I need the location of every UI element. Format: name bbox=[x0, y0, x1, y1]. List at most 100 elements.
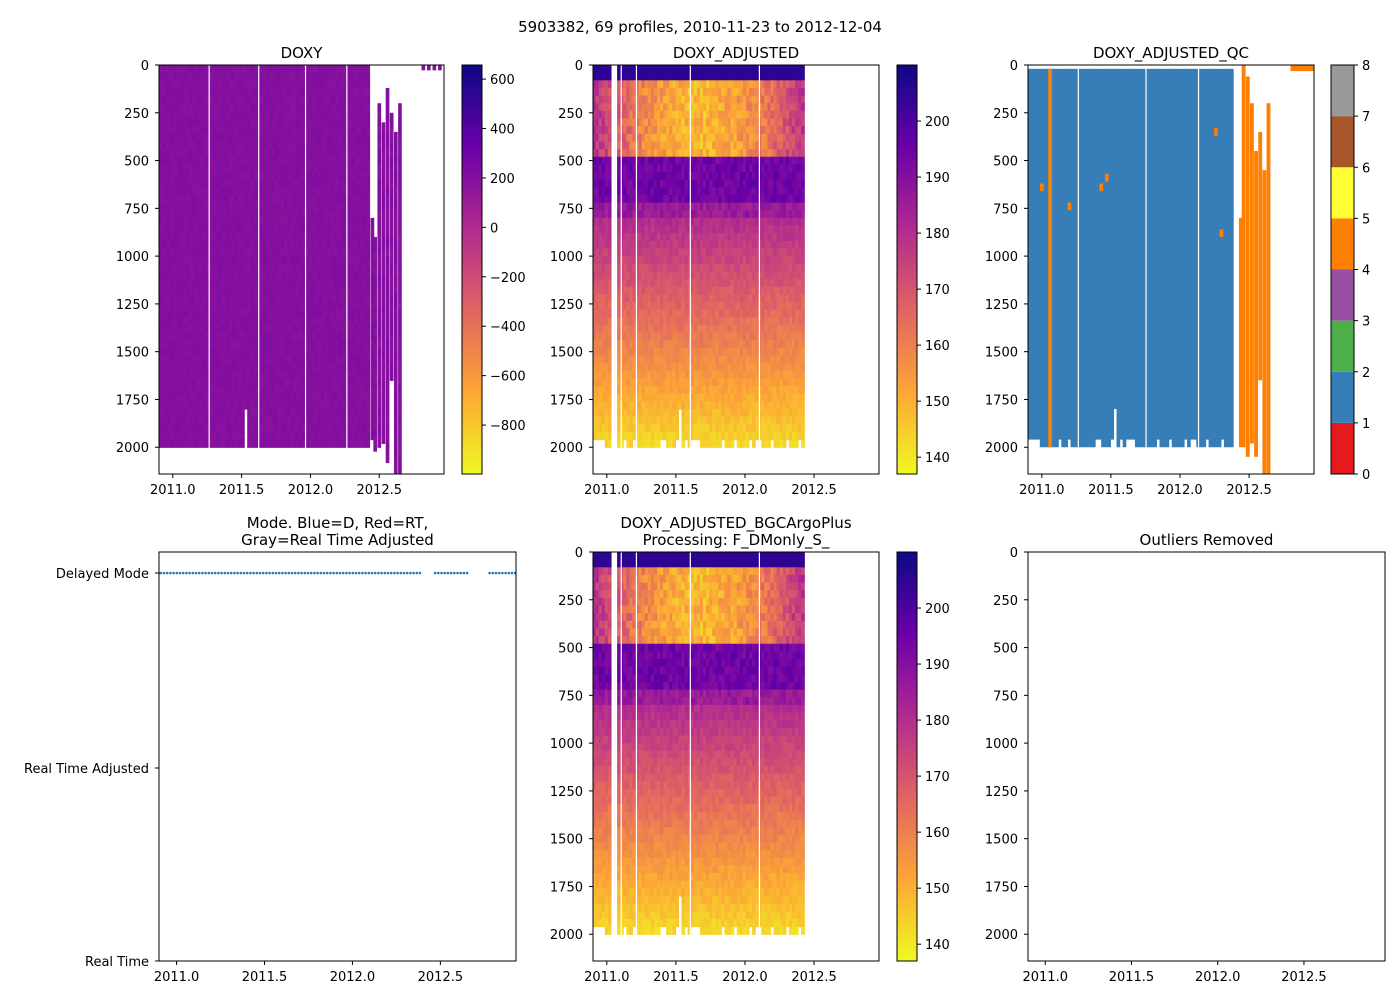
heatmap-cell bbox=[341, 95, 346, 104]
heatmap-cell bbox=[348, 141, 352, 150]
heatmap-cell bbox=[286, 65, 291, 74]
heatmap-cell bbox=[219, 309, 224, 318]
heatmap-cell bbox=[290, 72, 294, 81]
heatmap-cell bbox=[305, 233, 309, 242]
heatmap-cell bbox=[286, 172, 291, 181]
heatmap-cell bbox=[238, 286, 242, 295]
heatmap-cell bbox=[167, 301, 172, 311]
heatmap-cell bbox=[629, 332, 634, 341]
heatmap-cell bbox=[641, 286, 646, 295]
heatmap-cell bbox=[250, 172, 254, 181]
heatmap-cell bbox=[326, 95, 331, 104]
heatmap-cell bbox=[286, 126, 291, 135]
heatmap-cell bbox=[329, 65, 334, 74]
heatmap-cell bbox=[192, 439, 196, 448]
heatmap-cell bbox=[201, 210, 206, 219]
heatmap-cell bbox=[653, 286, 658, 295]
heatmap-cell bbox=[620, 256, 624, 265]
heatmap-cell bbox=[338, 263, 343, 273]
heatmap-cell bbox=[241, 110, 245, 120]
heatmap-cell bbox=[335, 87, 340, 97]
heatmap-cell bbox=[332, 225, 337, 234]
heatmap-cell bbox=[393, 200, 398, 209]
heatmap-cell bbox=[161, 301, 166, 311]
heatmap-cell bbox=[216, 133, 221, 143]
heatmap-cell bbox=[629, 355, 634, 364]
heatmap-cell bbox=[317, 133, 322, 143]
heatmap-cell bbox=[290, 439, 294, 448]
heatmap-cell bbox=[317, 409, 322, 418]
heatmap-cell bbox=[170, 317, 175, 326]
heatmap-cell bbox=[234, 317, 239, 326]
heatmap-cell bbox=[393, 391, 398, 401]
heatmap-cell bbox=[620, 194, 624, 204]
heatmap-cell bbox=[635, 164, 640, 173]
heatmap-cell bbox=[247, 294, 251, 303]
heatmap-cell bbox=[332, 164, 337, 173]
heatmap-cell bbox=[644, 409, 649, 418]
heatmap-cell bbox=[280, 370, 285, 380]
heatmap-cell bbox=[274, 248, 279, 257]
heatmap-cell bbox=[192, 309, 196, 318]
heatmap-cell bbox=[253, 72, 257, 81]
heatmap-cell bbox=[314, 210, 319, 219]
heatmap-cell bbox=[323, 355, 328, 364]
heatmap-cell bbox=[198, 317, 202, 326]
heatmap-cell bbox=[377, 103, 382, 112]
heatmap-cell bbox=[231, 370, 236, 380]
heatmap-cell bbox=[250, 317, 254, 326]
heatmap-cell bbox=[593, 172, 597, 181]
heatmap-cell bbox=[363, 248, 368, 257]
heatmap-cell bbox=[159, 279, 163, 288]
heatmap-cell bbox=[373, 259, 377, 269]
heatmap-cell bbox=[167, 103, 172, 112]
heatmap-cell bbox=[176, 431, 181, 441]
heatmap-cell bbox=[308, 256, 313, 265]
heatmap-cell bbox=[357, 363, 361, 372]
heatmap-cell bbox=[629, 347, 634, 357]
heatmap-cell bbox=[595, 347, 600, 357]
heatmap-cell bbox=[398, 248, 402, 257]
heatmap-cell bbox=[377, 271, 382, 280]
heatmap-cell bbox=[222, 156, 227, 165]
heatmap-cell bbox=[299, 355, 303, 364]
heatmap-cell bbox=[398, 110, 402, 120]
heatmap-cell bbox=[195, 202, 199, 211]
heatmap-cell bbox=[666, 72, 670, 81]
heatmap-cell bbox=[660, 424, 664, 433]
heatmap-cell bbox=[274, 240, 279, 250]
heatmap-cell bbox=[170, 141, 175, 150]
heatmap-cell bbox=[656, 347, 661, 357]
heatmap-cell bbox=[277, 332, 282, 341]
heatmap-cell bbox=[244, 301, 248, 311]
heatmap-cell bbox=[241, 240, 245, 250]
colorbar-tick-label: 400 bbox=[490, 123, 515, 138]
heatmap-cell bbox=[351, 439, 355, 448]
heatmap-cell bbox=[650, 141, 655, 150]
heatmap-cell bbox=[623, 431, 627, 441]
heatmap-cell bbox=[360, 202, 364, 211]
heatmap-cell bbox=[286, 80, 291, 89]
heatmap-cell bbox=[164, 194, 169, 204]
heatmap-cell bbox=[253, 233, 257, 242]
heatmap-cell bbox=[308, 164, 313, 173]
heatmap-cell bbox=[641, 118, 646, 127]
heatmap-cell bbox=[308, 217, 313, 227]
heatmap-cell bbox=[323, 324, 328, 334]
heatmap-cell bbox=[277, 118, 282, 127]
heatmap-cell bbox=[377, 210, 382, 219]
heatmap-cell bbox=[320, 416, 325, 425]
heatmap-cell bbox=[204, 156, 209, 165]
heatmap-cell bbox=[195, 439, 199, 448]
heatmap-cell bbox=[195, 248, 199, 257]
heatmap-cell bbox=[213, 279, 218, 288]
heatmap-cell bbox=[225, 87, 230, 97]
heatmap-cell bbox=[338, 431, 343, 441]
heatmap-cell bbox=[234, 263, 239, 273]
heatmap-cell bbox=[644, 210, 649, 219]
heatmap-cell bbox=[173, 202, 178, 211]
heatmap-cell bbox=[653, 126, 658, 135]
heatmap-cell bbox=[186, 263, 190, 273]
heatmap-cell bbox=[666, 225, 670, 234]
heatmap-cell bbox=[170, 439, 175, 448]
